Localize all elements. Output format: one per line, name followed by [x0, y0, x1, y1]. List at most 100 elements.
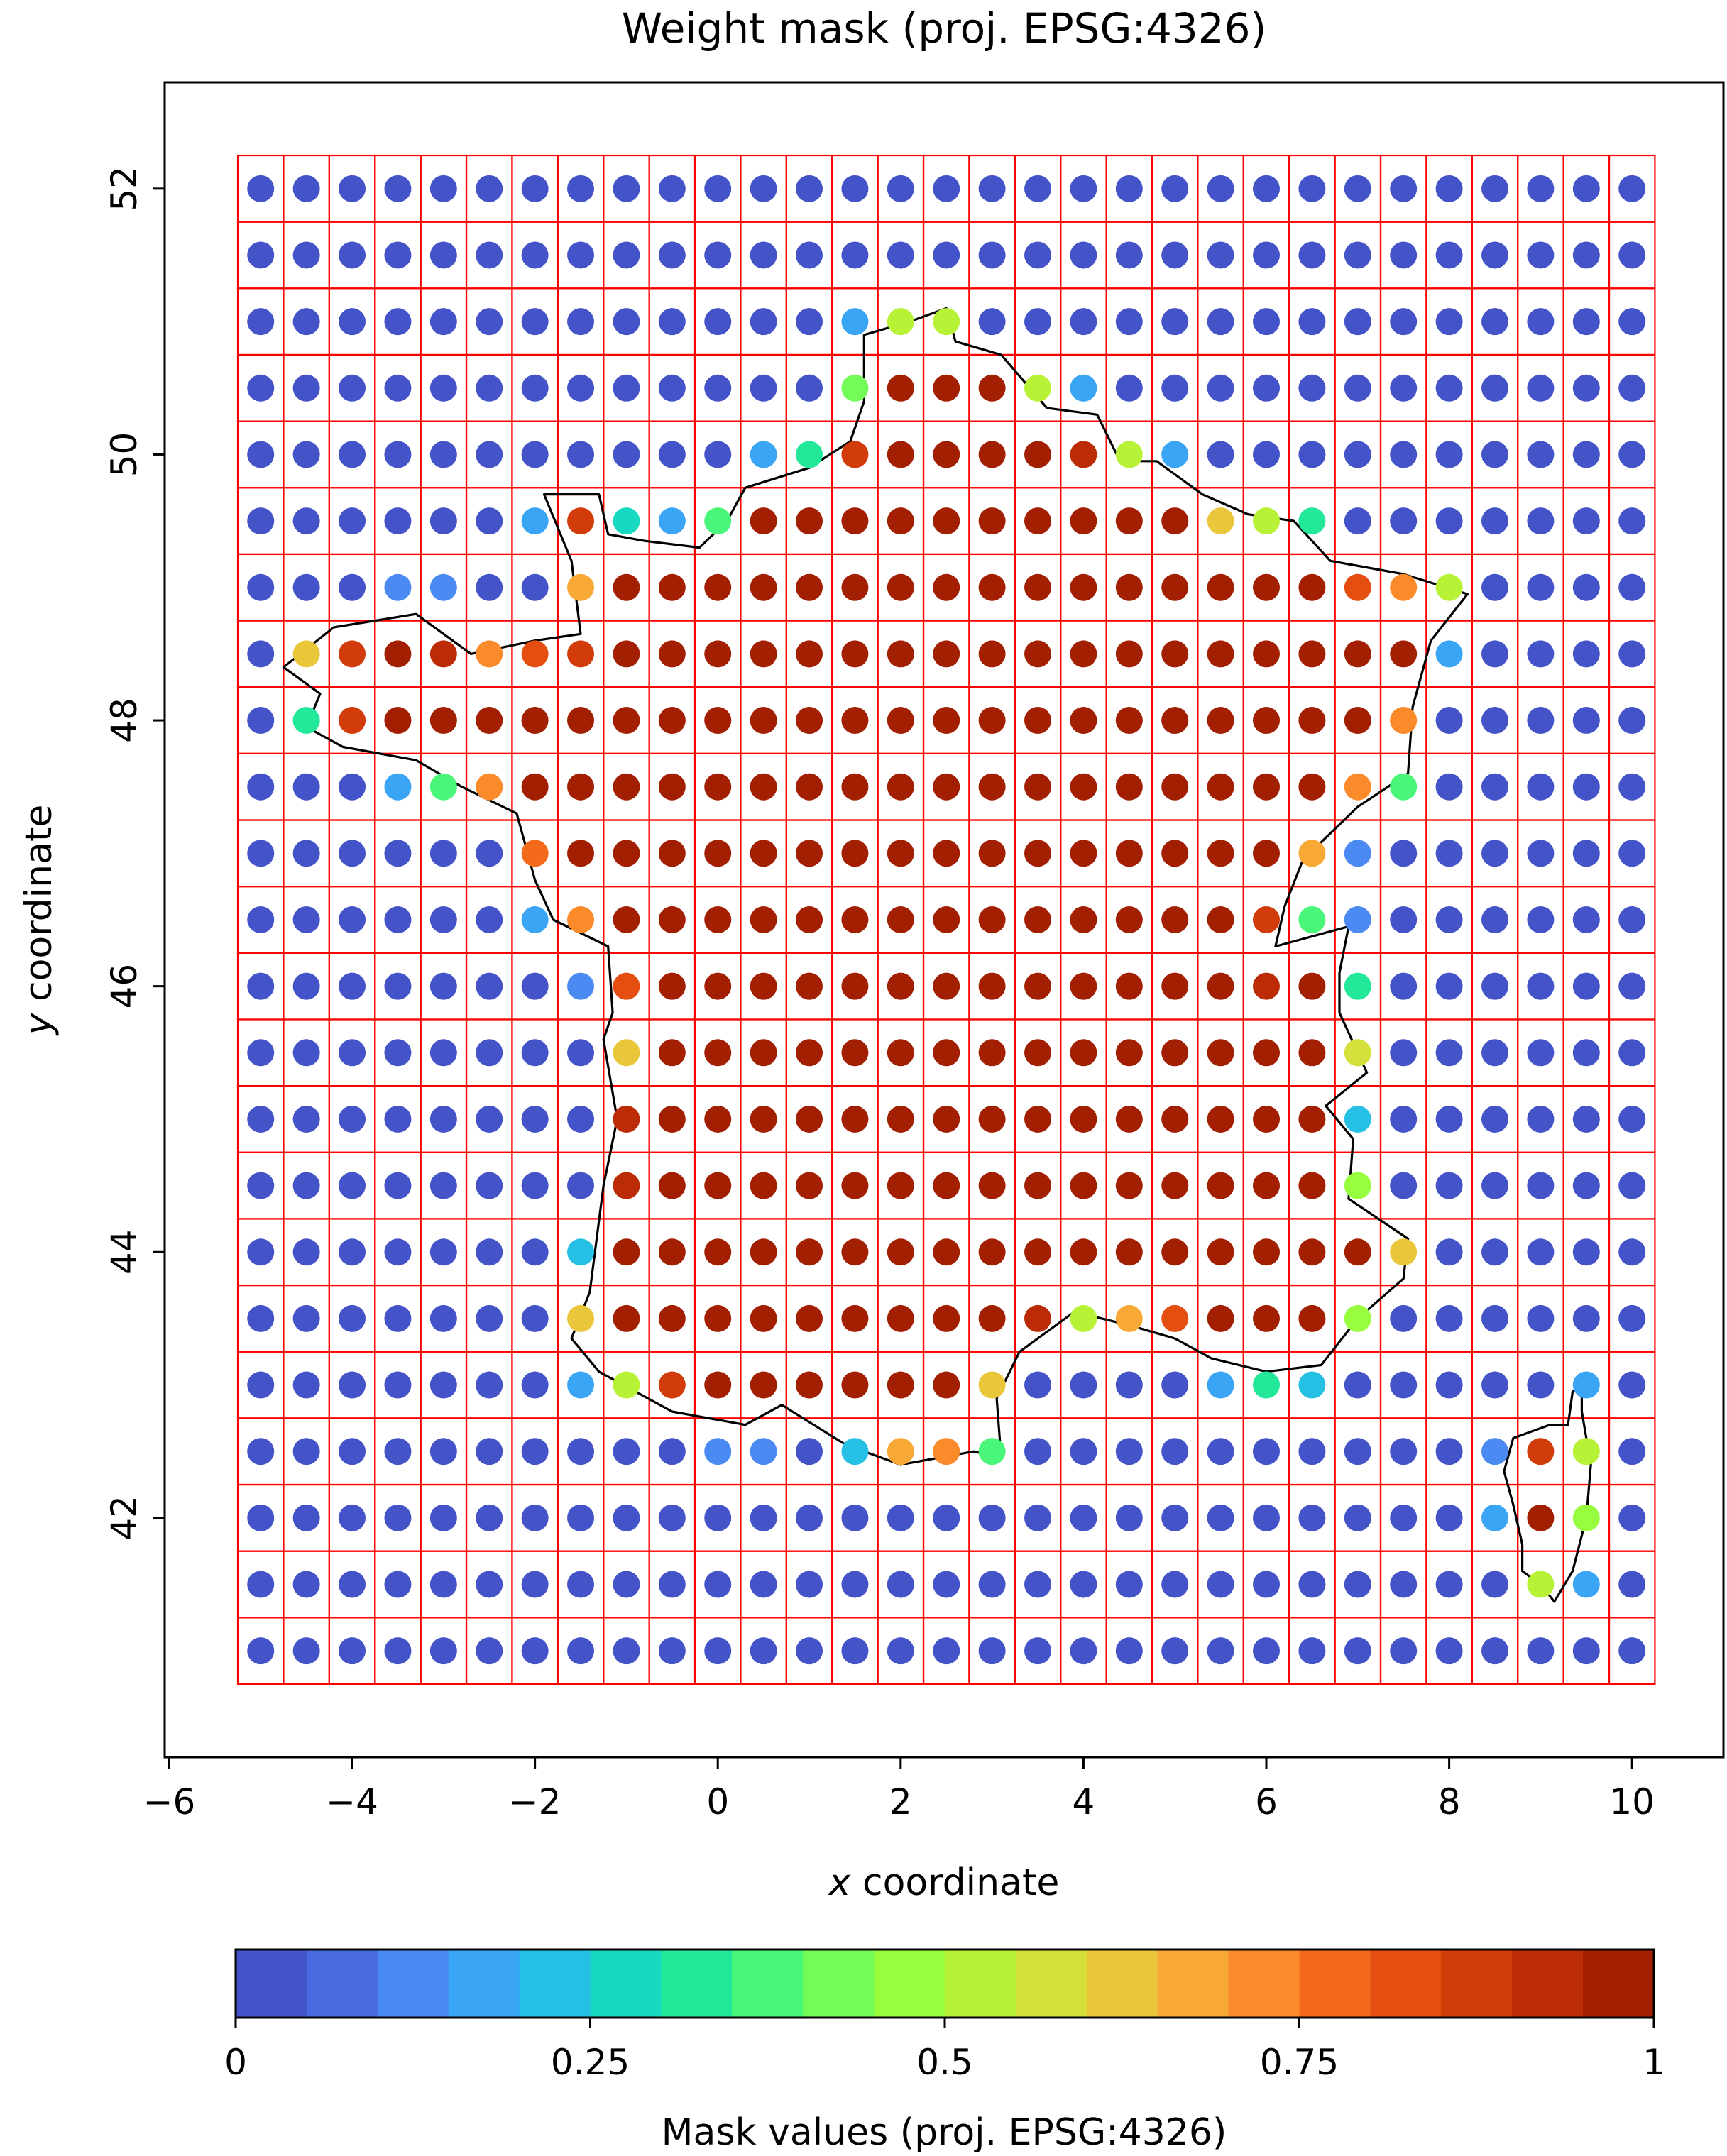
mask-point	[1024, 1172, 1052, 1199]
mask-point	[1344, 1504, 1371, 1531]
mask-point	[1024, 1105, 1052, 1133]
mask-point	[1344, 1571, 1371, 1598]
mask-point	[887, 972, 914, 1000]
colorbar-swatch	[661, 1949, 733, 2018]
mask-point	[476, 241, 503, 269]
mask-point	[384, 1304, 412, 1332]
mask-point	[1572, 573, 1600, 601]
mask-point	[429, 1039, 457, 1067]
mask-point	[1390, 1238, 1418, 1266]
mask-point	[1161, 507, 1189, 535]
mask-point	[1253, 1571, 1281, 1598]
mask-point	[887, 1637, 914, 1665]
mask-point	[247, 1637, 275, 1665]
mask-point	[933, 308, 960, 336]
mask-point	[978, 972, 1006, 1000]
mask-point	[1390, 1504, 1418, 1531]
mask-point	[1115, 773, 1143, 801]
mask-point	[1344, 1304, 1371, 1332]
mask-point	[887, 773, 914, 801]
colorbar-swatch	[1512, 1949, 1584, 2018]
mask-point	[1572, 1172, 1600, 1199]
mask-point	[1390, 640, 1418, 668]
mask-point	[1070, 707, 1097, 735]
mask-point	[1344, 507, 1371, 535]
mask-point	[1481, 308, 1509, 336]
mask-point	[658, 1371, 686, 1399]
mask-point	[978, 308, 1006, 336]
mask-point	[292, 1637, 320, 1665]
mask-point	[567, 507, 595, 535]
mask-point	[384, 441, 412, 468]
mask-point	[1618, 1039, 1646, 1067]
mask-point	[384, 573, 412, 601]
mask-point	[567, 1371, 595, 1399]
mask-point	[750, 640, 777, 668]
mask-point	[1390, 1371, 1418, 1399]
mask-point	[933, 840, 960, 867]
mask-point	[247, 972, 275, 1000]
mask-point	[1527, 972, 1555, 1000]
mask-point	[1618, 175, 1646, 202]
mask-point	[1207, 840, 1234, 867]
mask-point	[841, 441, 869, 468]
mask-point	[521, 573, 549, 601]
mask-point	[933, 1438, 960, 1465]
mask-point	[1618, 441, 1646, 468]
mask-point	[1481, 507, 1509, 535]
mask-point	[429, 175, 457, 202]
mask-point	[292, 573, 320, 601]
mask-point	[841, 906, 869, 933]
mask-point	[429, 1238, 457, 1266]
mask-point	[1618, 241, 1646, 269]
mask-point	[1024, 241, 1052, 269]
mask-point	[1207, 1637, 1234, 1665]
mask-point	[567, 1571, 595, 1598]
mask-point	[521, 1172, 549, 1199]
mask-point	[1481, 1637, 1509, 1665]
mask-point	[1435, 374, 1463, 402]
mask-point	[1298, 507, 1326, 535]
mask-point	[750, 1172, 777, 1199]
x-tick-label: 4	[1073, 1781, 1095, 1822]
mask-point	[429, 1504, 457, 1531]
mask-point	[1161, 1504, 1189, 1531]
mask-point	[1070, 1039, 1097, 1067]
mask-point	[476, 175, 503, 202]
colorbar-tick-label: 0.5	[916, 2042, 973, 2083]
mask-point	[1390, 840, 1418, 867]
mask-point	[887, 441, 914, 468]
mask-point	[841, 175, 869, 202]
mask-point	[1435, 1304, 1463, 1332]
mask-point	[1253, 707, 1281, 735]
mask-point	[978, 1571, 1006, 1598]
colorbar-swatch	[945, 1949, 1016, 2018]
mask-point	[658, 840, 686, 867]
mask-point	[796, 1172, 823, 1199]
mask-point	[1115, 906, 1143, 933]
mask-point	[292, 707, 320, 735]
mask-point	[292, 374, 320, 402]
mask-point	[1618, 972, 1646, 1000]
mask-point	[750, 1304, 777, 1332]
mask-point	[1207, 374, 1234, 402]
mask-point	[1207, 1571, 1234, 1598]
mask-point	[1253, 573, 1281, 601]
mask-point	[1572, 1304, 1600, 1332]
mask-point	[521, 840, 549, 867]
mask-point	[429, 1438, 457, 1465]
mask-point	[339, 573, 366, 601]
mask-point	[1253, 374, 1281, 402]
mask-point	[704, 773, 732, 801]
mask-point	[704, 1504, 732, 1531]
mask-point	[978, 175, 1006, 202]
mask-point	[247, 308, 275, 336]
mask-point	[658, 773, 686, 801]
mask-point	[658, 640, 686, 668]
mask-point	[1527, 640, 1555, 668]
mask-point	[429, 441, 457, 468]
colorbar-swatch	[803, 1949, 875, 2018]
mask-point	[1618, 1571, 1646, 1598]
mask-point	[384, 374, 412, 402]
